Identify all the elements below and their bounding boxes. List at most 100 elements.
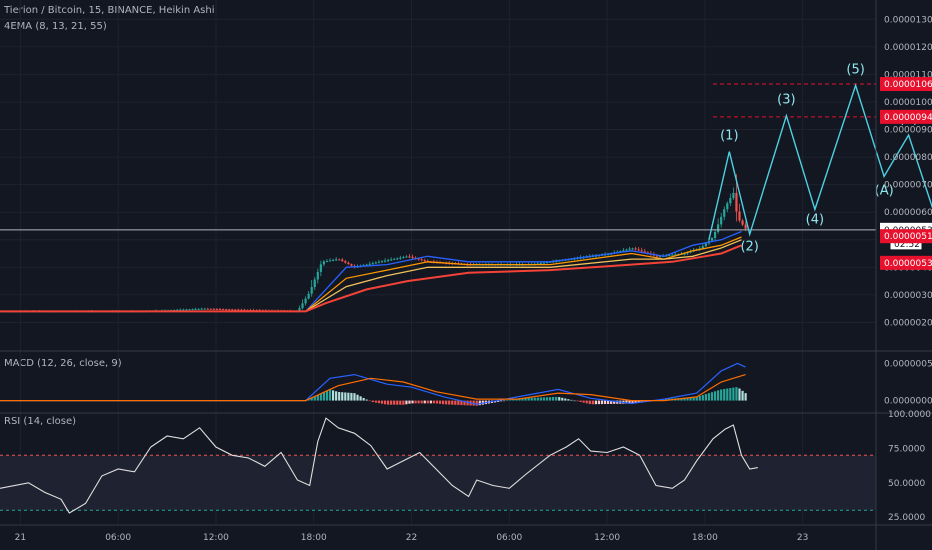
candle-body — [176, 309, 179, 311]
macd-histogram-bar — [503, 400, 506, 402]
candle-body — [396, 258, 399, 260]
signal-line — [0, 374, 746, 402]
ema-line-1 — [0, 230, 742, 313]
candle-body — [393, 258, 396, 260]
candle-body — [182, 309, 185, 311]
macd-histogram-bar — [582, 400, 585, 403]
candle-body — [386, 260, 390, 262]
wave-label-4: (4) — [806, 212, 824, 227]
macd-histogram-bar — [380, 400, 384, 404]
candle-body — [683, 253, 686, 255]
rsi-panel — [0, 417, 758, 514]
macd-histogram-bar — [680, 397, 683, 401]
candle-body — [674, 254, 677, 256]
ema-line-3 — [0, 239, 742, 313]
candle-body — [240, 309, 243, 311]
macd-histogram-bar — [368, 400, 371, 402]
macd-histogram-bar — [374, 400, 377, 403]
candle-body — [344, 261, 347, 263]
macd-histogram-bar — [527, 397, 530, 401]
countdown-text: 02:52 — [894, 240, 920, 250]
macd-histogram-bar — [628, 400, 631, 404]
candle-body — [307, 293, 310, 299]
price-marker-bg-3 — [880, 255, 932, 270]
macd-histogram-bar — [545, 397, 549, 401]
macd-histogram-bar — [548, 397, 552, 401]
candle-body — [628, 248, 631, 250]
time-tick-3: 18:00 — [301, 533, 327, 543]
macd-histogram-bar — [457, 400, 460, 405]
candle-body — [225, 309, 228, 311]
candle-body — [390, 259, 393, 261]
macd-histogram-bar — [713, 391, 717, 401]
candle-body — [545, 262, 549, 264]
macd-histogram-bar — [689, 397, 692, 401]
macd-histogram-bar — [579, 400, 582, 402]
macd-histogram-bar — [429, 400, 432, 404]
candle-body — [298, 308, 301, 312]
candle-body — [215, 308, 219, 310]
candle-body — [411, 256, 414, 258]
macd-histogram-bar — [573, 400, 576, 402]
candle-body — [237, 309, 240, 311]
macd-histogram-bar — [607, 400, 610, 404]
candle-body — [371, 263, 374, 265]
macd-histogram-bar — [338, 391, 341, 401]
price-marker-1: 0.00000946 — [884, 113, 932, 123]
candle-body — [218, 309, 222, 311]
candle-body — [322, 261, 326, 265]
macd-histogram-bar — [377, 400, 381, 404]
macd-histogram-bar — [732, 387, 735, 401]
candle-body — [402, 257, 405, 259]
macd-histogram-bar — [350, 392, 353, 401]
candle-body — [622, 250, 625, 252]
candle-body — [212, 308, 216, 310]
rsi-band — [0, 454, 876, 511]
time-tick-1: 06:00 — [105, 533, 131, 543]
rsi-tick-1: 75.0000 — [888, 444, 925, 454]
macd-histogram-bar — [402, 400, 405, 405]
candle-body — [350, 264, 353, 266]
macd-histogram-bar — [335, 391, 338, 401]
candle-body — [634, 248, 637, 250]
candle-body — [313, 279, 316, 288]
macd-histogram-bar — [521, 398, 524, 401]
macd-histogram-bar — [707, 393, 711, 401]
macd-histogram-bar — [726, 388, 729, 401]
macd-histogram-bar — [701, 395, 704, 401]
candle-body — [365, 264, 368, 266]
macd-histogram-bar — [362, 397, 365, 401]
candle-body — [347, 262, 350, 265]
ema-line-4 — [0, 244, 742, 313]
candle-body — [335, 259, 338, 261]
time-axis: 21 06:00 12:00 18:00 22 06:00 12:00 18:00 23 — [15, 533, 809, 543]
macd-histogram-bar — [683, 397, 686, 401]
macd-histogram-bar — [585, 400, 588, 404]
candle-body — [316, 271, 319, 280]
wave-label-5: (5) — [846, 62, 864, 77]
time-tick-4: 22 — [406, 533, 417, 543]
candles — [0, 174, 747, 313]
wave-label-2: (2) — [740, 239, 758, 254]
candle-body — [197, 308, 200, 310]
candle-body — [185, 309, 188, 311]
macd-histogram-bar — [603, 400, 607, 405]
macd-histogram-bar — [417, 400, 420, 404]
rsi-tick-0: 100.0000 — [888, 410, 931, 420]
time-tick-0: 21 — [15, 533, 26, 543]
candle-body — [338, 259, 341, 261]
macd-histogram-bar — [634, 400, 637, 403]
macd-histogram-bar — [451, 400, 454, 405]
macd-histogram-bar — [695, 396, 698, 401]
macd-histogram-bar — [426, 400, 429, 404]
candle-body — [744, 224, 747, 229]
candle-body — [383, 260, 387, 262]
macd-histogram-bar — [637, 400, 640, 403]
macd-histogram-bar — [665, 398, 668, 401]
macd-histogram-bar — [555, 396, 558, 401]
macd-histogram-bar — [319, 393, 322, 401]
